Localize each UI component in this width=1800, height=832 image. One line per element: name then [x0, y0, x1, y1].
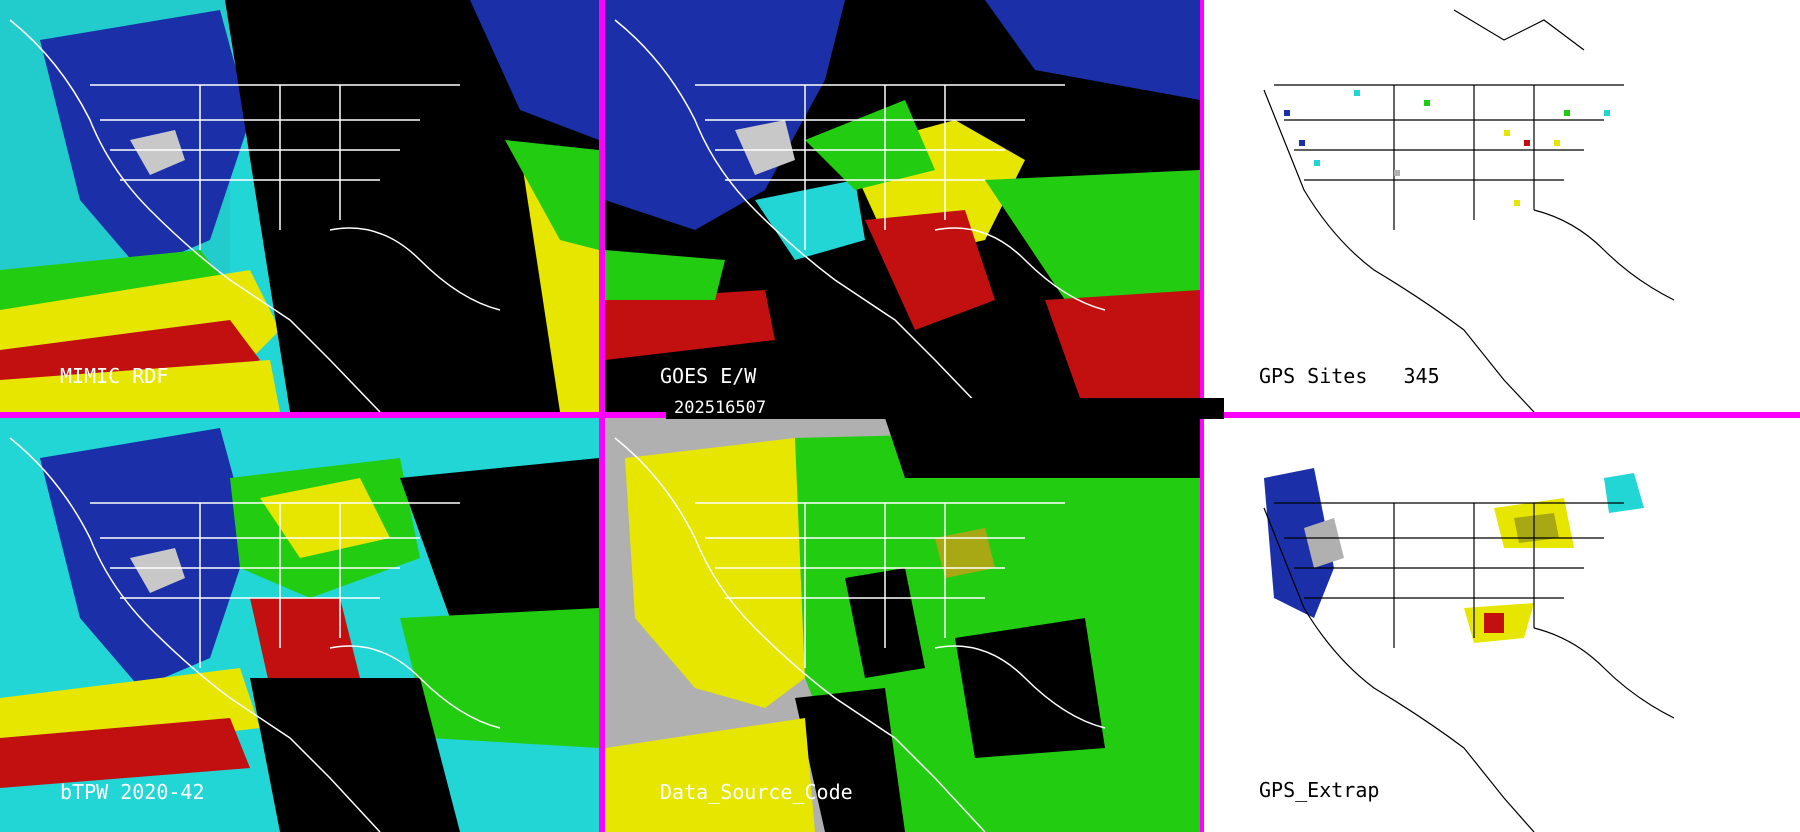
- panel-gps-extrap: GPS_Extrap: [1204, 418, 1800, 832]
- gps-site-markers: [1284, 90, 1610, 206]
- mimic-map: [0, 0, 599, 412]
- goes-map: [605, 0, 1200, 412]
- gps-sites-count: 345: [1403, 364, 1440, 388]
- gps-sites-map: [1204, 0, 1800, 412]
- panel-label: MIMIC RDF: [60, 364, 169, 388]
- panel-label: bTPW 2020-42: [60, 780, 205, 804]
- panel-label: GOES E/W: [660, 364, 757, 388]
- timestamp-bar: 202516507: [666, 398, 1224, 419]
- data-source-map: [605, 418, 1200, 832]
- gps-sites-label: GPS Sites: [1259, 364, 1368, 388]
- gps-extrap-map: [1204, 418, 1800, 832]
- panel-label: GPS_Extrap: [1259, 778, 1380, 802]
- timestamp-text: 202516507: [674, 398, 767, 418]
- panel-label: Data_Source_Code: [660, 780, 853, 804]
- panel-label: GPS Sites 345: [1259, 364, 1440, 388]
- panel-btpw: bTPW 2020-42: [0, 418, 599, 832]
- panel-mimic-rdf: MIMIC RDF: [0, 0, 599, 412]
- panel-data-source-code: Data_Source_Code: [605, 418, 1200, 832]
- btpw-map: [0, 418, 599, 832]
- panel-goes: GOES E/W: [605, 0, 1200, 412]
- panel-gps-sites: GPS Sites 345: [1204, 0, 1800, 412]
